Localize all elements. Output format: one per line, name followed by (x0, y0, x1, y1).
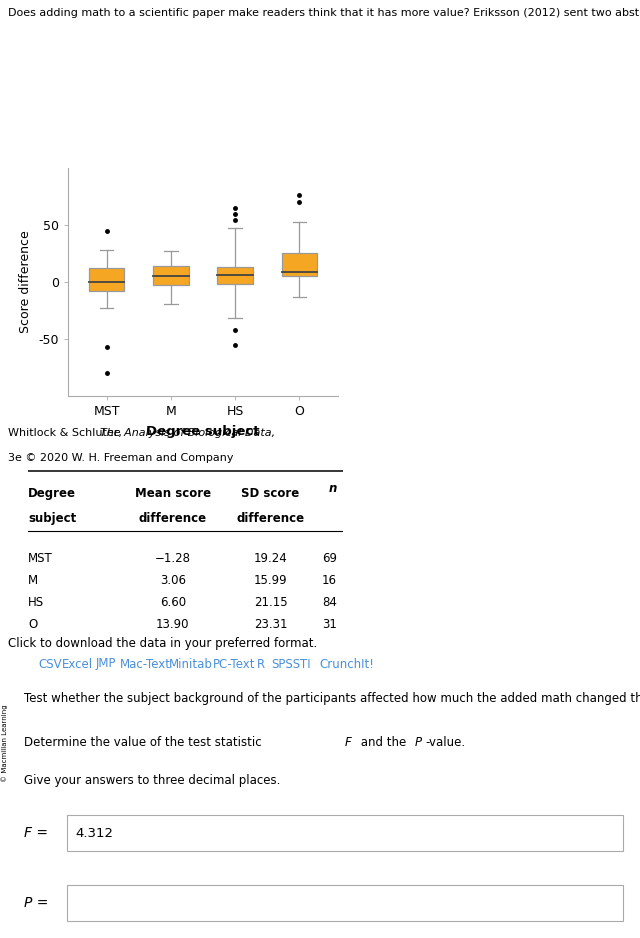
Text: Minitab: Minitab (169, 658, 213, 671)
Text: difference: difference (237, 512, 305, 525)
Text: SD score: SD score (241, 487, 300, 500)
FancyBboxPatch shape (282, 253, 317, 277)
Text: 23.31: 23.31 (254, 618, 287, 631)
Text: 3.06: 3.06 (160, 574, 186, 587)
Text: 31: 31 (322, 618, 337, 631)
Text: Mean score: Mean score (135, 487, 211, 500)
FancyBboxPatch shape (218, 267, 253, 284)
Text: 3e © 2020 W. H. Freeman and Company: 3e © 2020 W. H. Freeman and Company (8, 453, 234, 463)
Text: PC-Text: PC-Text (213, 658, 255, 671)
Text: and the: and the (357, 736, 410, 749)
Text: Click to download the data in your preferred format.: Click to download the data in your prefe… (8, 637, 317, 649)
Text: HS: HS (28, 596, 44, 609)
Text: P: P (415, 736, 422, 749)
Text: subject: subject (28, 512, 76, 525)
Text: MST: MST (28, 552, 52, 565)
FancyBboxPatch shape (153, 266, 189, 285)
Text: 69: 69 (322, 552, 337, 565)
Text: Excel: Excel (62, 658, 93, 671)
Text: 15.99: 15.99 (253, 574, 287, 587)
X-axis label: Degree subject: Degree subject (147, 425, 260, 438)
Text: −1.28: −1.28 (155, 552, 191, 565)
FancyBboxPatch shape (67, 815, 623, 851)
Text: M: M (28, 574, 38, 587)
Text: n: n (328, 482, 337, 495)
Text: difference: difference (139, 512, 207, 525)
Text: CSV: CSV (38, 658, 61, 671)
Text: Mac-Text: Mac-Text (120, 658, 171, 671)
Text: Degree: Degree (28, 487, 76, 500)
Text: 13.90: 13.90 (156, 618, 189, 631)
Text: 4.312: 4.312 (76, 826, 113, 840)
Text: Test whether the subject background of the participants affected how much the ad: Test whether the subject background of t… (24, 692, 640, 705)
Y-axis label: Score difference: Score difference (19, 231, 31, 333)
Text: -value.: -value. (425, 736, 465, 749)
Text: F: F (344, 736, 351, 749)
Text: Determine the value of the test statistic: Determine the value of the test statisti… (24, 736, 266, 749)
Text: O: O (28, 618, 37, 631)
Text: Whitlock & Schluter,: Whitlock & Schluter, (8, 428, 125, 438)
Text: F =: F = (24, 826, 49, 840)
Text: SPSS: SPSS (271, 658, 300, 671)
Text: © Macmillan Learning: © Macmillan Learning (2, 704, 8, 781)
Text: Give your answers to three decimal places.: Give your answers to three decimal place… (24, 774, 281, 787)
Text: JMP: JMP (96, 658, 116, 671)
Text: 6.60: 6.60 (160, 596, 186, 609)
Text: TI: TI (300, 658, 310, 671)
FancyBboxPatch shape (89, 268, 124, 291)
FancyBboxPatch shape (67, 885, 623, 920)
Text: Does adding math to a scientific paper make readers think that it has more value: Does adding math to a scientific paper m… (8, 8, 640, 18)
Text: 16: 16 (322, 574, 337, 587)
Text: CrunchIt!: CrunchIt! (319, 658, 374, 671)
Text: The Analysis of Biological Data,: The Analysis of Biological Data, (100, 428, 275, 438)
Text: R: R (257, 658, 265, 671)
Text: 84: 84 (322, 596, 337, 609)
Text: 21.15: 21.15 (253, 596, 287, 609)
Text: 19.24: 19.24 (253, 552, 287, 565)
Text: P =: P = (24, 896, 49, 910)
